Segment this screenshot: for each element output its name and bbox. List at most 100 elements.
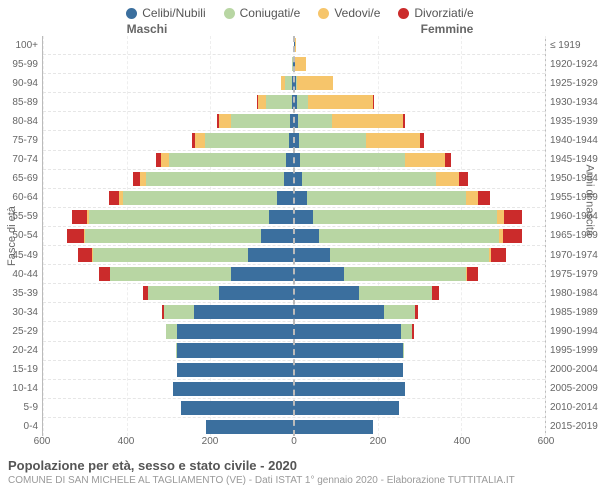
bar-female (294, 153, 545, 167)
age-band-label: 20-24 (0, 341, 42, 360)
segment (285, 76, 293, 90)
segment (85, 229, 261, 243)
bar-female (294, 76, 545, 90)
segment (313, 210, 497, 224)
bar-male (43, 305, 294, 319)
segment (344, 267, 465, 281)
legend-label: Celibi/Nubili (142, 6, 205, 20)
segment (258, 95, 266, 109)
segment (415, 305, 418, 319)
segment (123, 191, 278, 205)
segment (277, 191, 294, 205)
bar-male (43, 57, 294, 71)
segment (261, 229, 294, 243)
bar-female (294, 38, 545, 52)
segment (78, 248, 93, 262)
bar-female (294, 343, 545, 357)
birth-year-label: 2010-2014 (550, 398, 600, 417)
bar-female (294, 305, 545, 319)
birth-year-label: 1940-1944 (550, 131, 600, 150)
segment (177, 324, 294, 338)
bar-male (43, 210, 294, 224)
segment (266, 95, 291, 109)
age-band-label: 80-84 (0, 112, 42, 131)
x-tick: 200 (202, 436, 219, 447)
segment (205, 133, 289, 147)
birth-year-label: 2000-2004 (550, 360, 600, 379)
age-band-label: 65-69 (0, 169, 42, 188)
segment (307, 191, 466, 205)
segment (401, 324, 413, 338)
segment (133, 172, 141, 186)
legend-swatch (224, 8, 235, 19)
pyramid-chart: Celibi/NubiliConiugati/eVedovi/eDivorzia… (0, 0, 600, 500)
legend-label: Coniugati/e (240, 6, 301, 20)
segment (269, 210, 294, 224)
y-axis-title-left: Fasce di età (6, 206, 18, 266)
segment (109, 191, 119, 205)
bar-female (294, 286, 545, 300)
birth-year-label: 1980-1984 (550, 284, 600, 303)
birth-year-label: 1935-1939 (550, 112, 600, 131)
segment (294, 363, 403, 377)
age-band-label: 90-94 (0, 74, 42, 93)
bar-male (43, 114, 294, 128)
legend-item: Celibi/Nubili (126, 6, 205, 20)
chart-title: Popolazione per età, sesso e stato civil… (8, 458, 592, 473)
segment (503, 229, 522, 243)
bar-male (43, 324, 294, 338)
segment (173, 382, 294, 396)
midline (293, 36, 295, 436)
segment (373, 95, 374, 109)
bar-female (294, 420, 545, 434)
segment (436, 172, 459, 186)
age-band-label: 100+ (0, 36, 42, 55)
bar-female (294, 267, 545, 281)
bar-female (294, 382, 545, 396)
segment (299, 133, 366, 147)
segment (445, 153, 451, 167)
plot (42, 36, 546, 436)
segment (298, 114, 331, 128)
bar-male (43, 248, 294, 262)
bar-female (294, 57, 545, 71)
segment (294, 420, 373, 434)
segment (295, 57, 305, 71)
segment (294, 382, 405, 396)
segment (99, 267, 109, 281)
legend-swatch (318, 8, 329, 19)
age-band-label: 30-34 (0, 303, 42, 322)
age-band-label: 70-74 (0, 150, 42, 169)
segment (294, 401, 399, 415)
bar-male (43, 95, 294, 109)
birth-year-label: 1920-1924 (550, 55, 600, 74)
age-band-label: 95-99 (0, 55, 42, 74)
segment (497, 210, 505, 224)
bar-female (294, 172, 545, 186)
bar-female (294, 248, 545, 262)
birth-year-label: 1925-1929 (550, 74, 600, 93)
birth-year-label: 1970-1974 (550, 246, 600, 265)
segment (294, 305, 384, 319)
segment (110, 267, 231, 281)
birth-year-label: 2015-2019 (550, 417, 600, 436)
age-band-label: 40-44 (0, 265, 42, 284)
birth-year-label: ≤ 1919 (550, 36, 600, 55)
gender-labels: Maschi Femmine (0, 22, 600, 36)
chart-area: Fasce di età 100+95-9990-9485-8980-8475-… (0, 36, 600, 436)
segment (420, 133, 423, 147)
x-tick: 400 (454, 436, 471, 447)
age-band-label: 85-89 (0, 93, 42, 112)
legend-label: Divorziati/e (414, 6, 473, 20)
segment (403, 114, 405, 128)
segment (93, 248, 248, 262)
segment (231, 267, 294, 281)
segment (297, 95, 307, 109)
bar-male (43, 343, 294, 357)
legend: Celibi/NubiliConiugati/eVedovi/eDivorzia… (0, 0, 600, 22)
x-tick: 400 (118, 436, 135, 447)
segment (366, 133, 420, 147)
segment (405, 153, 445, 167)
bar-female (294, 363, 545, 377)
segment (359, 286, 432, 300)
